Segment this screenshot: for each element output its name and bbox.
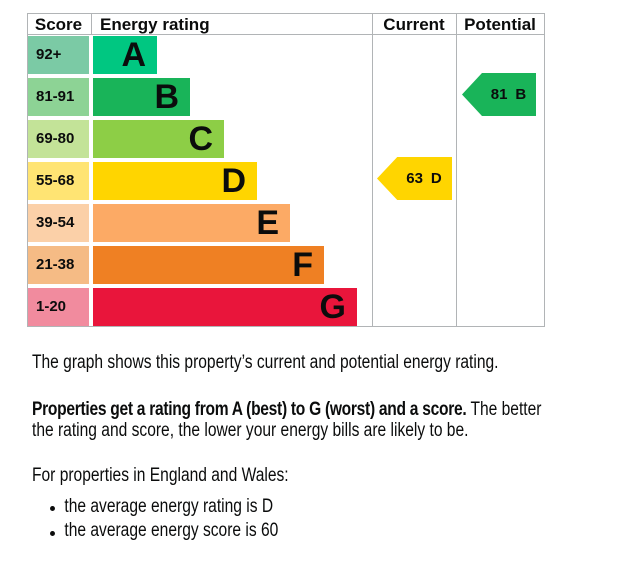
- current-column-divider: [372, 14, 373, 326]
- band-row-f: 21-38 F: [28, 246, 544, 284]
- band-row-b: 81-91 B: [28, 78, 544, 116]
- list-item: the average energy score is 60: [32, 519, 606, 544]
- rating-explanation-line2: the rating and score, the lower your ene…: [32, 420, 469, 441]
- band-letter: G: [319, 288, 346, 326]
- score-range-label: 69-80: [36, 130, 75, 147]
- score-range-cell: 55-68: [28, 162, 89, 200]
- band-row-a: 92+ A: [28, 36, 544, 74]
- score-range-cell: 1-20: [28, 288, 89, 326]
- band-row-c: 69-80 C: [28, 120, 544, 158]
- potential-column-divider: [456, 14, 457, 326]
- band-letter: F: [292, 246, 313, 284]
- band-letter: A: [121, 36, 146, 74]
- score-range-label: 39-54: [36, 214, 75, 231]
- current-score: 63: [406, 170, 423, 187]
- potential-letter: B: [515, 86, 527, 103]
- band-letter: C: [188, 120, 213, 158]
- score-range-cell: 69-80: [28, 120, 89, 158]
- band-row-e: 39-54 E: [28, 204, 544, 242]
- rating-explanation-tail: The better: [466, 399, 542, 420]
- score-range-label: 21-38: [36, 256, 75, 273]
- band-bar: E: [93, 204, 290, 242]
- band-bar: A: [93, 36, 157, 74]
- england-wales-paragraph: For properties in England and Wales:: [32, 465, 289, 486]
- intro-paragraph: The graph shows this property’s current …: [32, 352, 499, 373]
- score-column-header: Score: [34, 15, 83, 34]
- band-letter: B: [154, 78, 179, 116]
- header-underline: [28, 34, 544, 35]
- score-range-cell: 21-38: [28, 246, 89, 284]
- potential-score: 81: [490, 86, 508, 103]
- band-bar: D: [93, 162, 257, 200]
- averages-list: the average energy rating is D the avera…: [32, 495, 606, 544]
- score-range-label: 92+: [36, 46, 62, 63]
- band-bar: G: [93, 288, 357, 326]
- rating-explanation-bold: Properties get a rating from A (best) to…: [32, 399, 467, 420]
- epc-rating-chart: Score Energy rating Current Potential 92…: [27, 13, 545, 327]
- band-row-d: 55-68 D: [28, 162, 544, 200]
- band-bar: C: [93, 120, 224, 158]
- current-column-header: Current: [383, 15, 445, 34]
- score-range-label: 55-68: [36, 172, 75, 189]
- band-bar: F: [93, 246, 324, 284]
- rating-explanation-paragraph: Properties get a rating from A (best) to…: [32, 399, 606, 441]
- score-range-cell: 39-54: [28, 204, 89, 242]
- score-range-cell: 81-91: [28, 78, 89, 116]
- band-letter: E: [256, 204, 279, 242]
- band-letter: D: [221, 162, 246, 200]
- potential-column-header: Potential: [464, 15, 536, 34]
- score-range-cell: 92+: [28, 36, 89, 74]
- current-letter: D: [430, 170, 442, 187]
- score-rating-divider: [91, 14, 92, 34]
- score-range-label: 1-20: [36, 298, 67, 315]
- band-row-g: 1-20 G: [28, 288, 544, 326]
- list-item: the average energy rating is D: [32, 495, 606, 520]
- band-bar: B: [93, 78, 190, 116]
- energy-rating-column-header: Energy rating: [100, 15, 210, 34]
- score-range-label: 81-91: [36, 88, 75, 105]
